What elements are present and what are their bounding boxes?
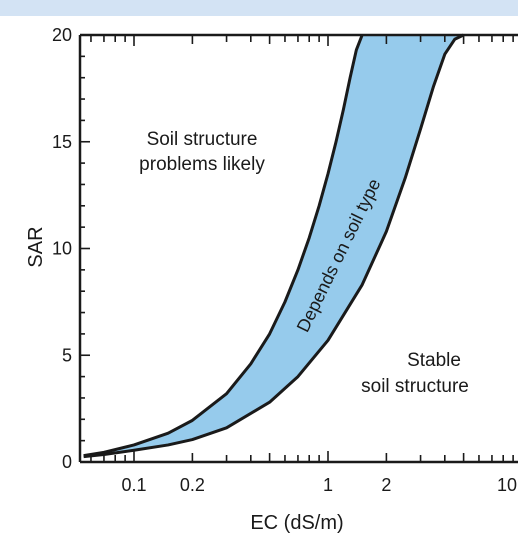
- y-tick-label: 5: [62, 345, 72, 365]
- axes-layer: [78, 33, 518, 464]
- upper-boundary-line: [83, 34, 364, 458]
- x-tick-label: 0.1: [121, 475, 146, 495]
- band-area: [83, 35, 464, 457]
- lower-boundary-line: [83, 33, 465, 459]
- x-axis-label: EC (dS/m): [250, 512, 343, 534]
- x-tick-label: 10: [497, 475, 517, 495]
- x-tick-label: 2: [381, 475, 391, 495]
- ticks-layer: [80, 34, 514, 463]
- y-axis-label: SAR: [25, 226, 47, 267]
- annotation-problems-line-2: problems likely: [139, 154, 265, 175]
- annotation-stable-line-1: Stable: [407, 350, 461, 371]
- y-tick-label: 0: [62, 452, 72, 472]
- labels-layer: 0 5 10 15 20 0.1 0.2 1 2 10: [52, 25, 517, 495]
- annotation-stable-line-2: soil structure: [361, 376, 469, 397]
- annotation-problems-line-1: Soil structure: [147, 129, 258, 150]
- x-tick-label: 0.2: [180, 475, 205, 495]
- y-tick-label: 10: [52, 239, 72, 259]
- x-tick-label: 1: [323, 475, 333, 495]
- top-color-band: [0, 0, 518, 16]
- y-tick-label: 20: [52, 25, 72, 45]
- band-layer: [83, 33, 465, 459]
- y-tick-label: 15: [52, 132, 72, 152]
